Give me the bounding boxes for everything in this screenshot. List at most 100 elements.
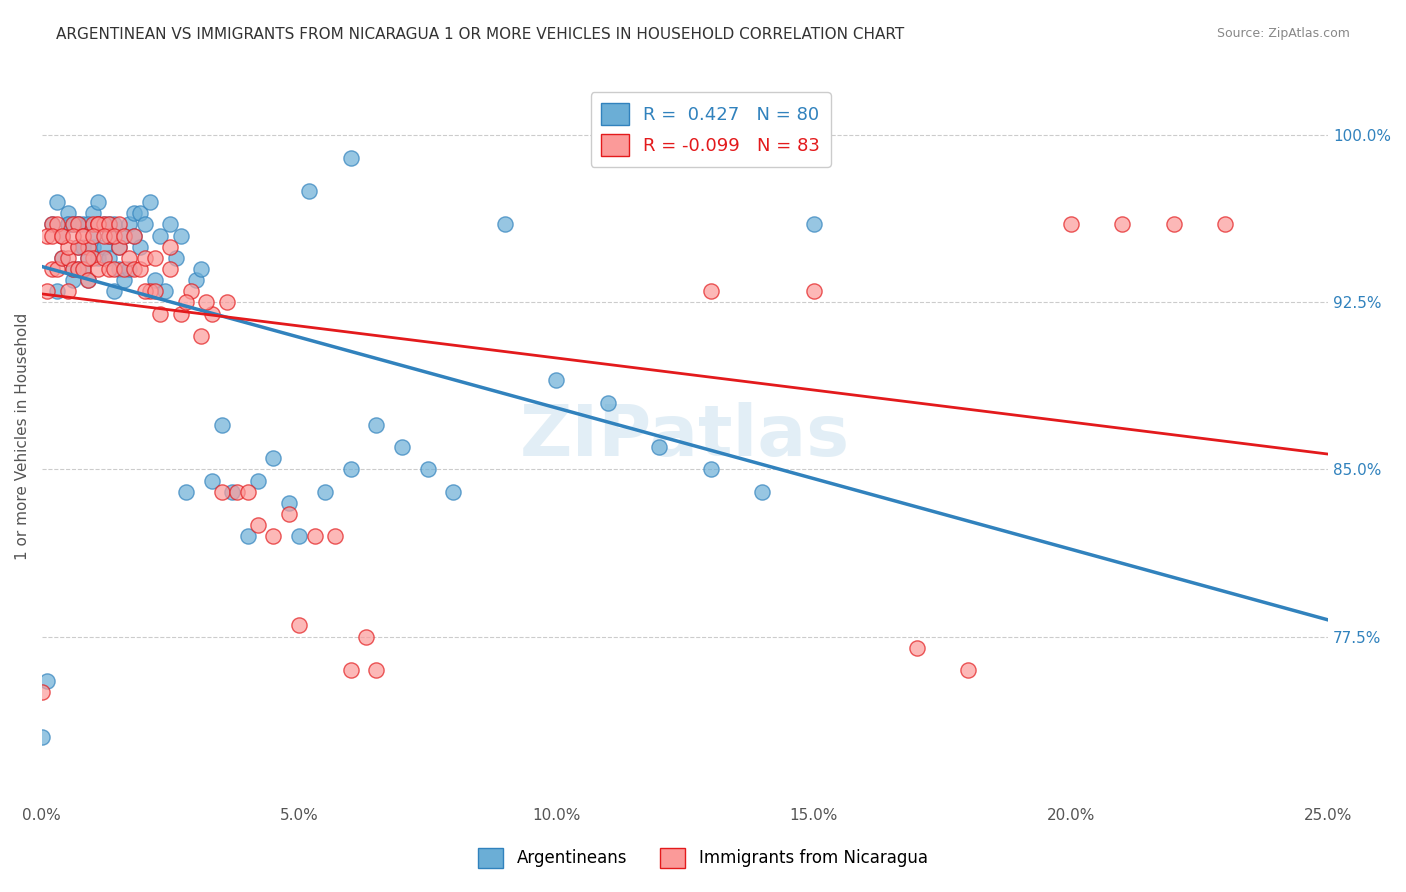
Point (87, 218, 110, 232)
Point (1111, 218, 1133, 232)
Point (66, 262, 89, 277)
Point (87, 218, 110, 232)
Point (277, 496, 299, 510)
Point (180, 285, 202, 299)
Point (751, 484, 773, 499)
Point (97, 262, 120, 277)
Point (699, 285, 721, 299)
Point (128, 206, 150, 220)
Point (77, 251, 100, 265)
Point (339, 462, 361, 476)
Point (170, 307, 193, 321)
Point (699, 462, 721, 476)
Point (108, 262, 131, 277)
Point (93, 240, 115, 254)
Point (170, 228, 193, 243)
Point (51, 251, 73, 265)
Point (112, 273, 135, 287)
Point (103, 218, 125, 232)
Legend: Argentineans, Immigrants from Nicaragua: Argentineans, Immigrants from Nicaragua (471, 841, 935, 875)
Point (124, 228, 146, 243)
Point (93, 218, 115, 232)
Point (62, 228, 84, 243)
Point (72, 240, 94, 254)
Point (165, 251, 187, 265)
Point (803, 218, 825, 232)
Point (56, 218, 79, 232)
Point (72, 262, 94, 277)
Point (174, 295, 197, 310)
Text: Source: ZipAtlas.com: Source: ZipAtlas.com (1216, 27, 1350, 40)
Point (314, 484, 336, 499)
Point (159, 240, 181, 254)
Text: ZIPatlas: ZIPatlas (520, 401, 851, 471)
Point (72, 218, 94, 232)
Point (200, 474, 222, 488)
Point (56, 218, 79, 232)
Point (35, 228, 58, 243)
Point (93, 228, 115, 243)
Point (143, 251, 166, 265)
Point (288, 618, 311, 632)
Point (112, 262, 135, 277)
Point (124, 206, 146, 220)
Point (494, 218, 516, 232)
Point (82, 251, 104, 265)
Point (62, 262, 84, 277)
Point (108, 240, 131, 254)
Point (51, 228, 73, 243)
Point (72, 228, 94, 243)
Point (31, 730, 53, 744)
Point (134, 251, 156, 265)
Point (35, 285, 58, 299)
Point (134, 218, 156, 232)
Point (108, 218, 131, 232)
Point (128, 240, 150, 254)
Point (103, 228, 125, 243)
Point (31, 685, 53, 699)
Point (190, 262, 212, 277)
Point (1213, 218, 1236, 232)
Point (246, 474, 269, 488)
Point (41, 228, 63, 243)
Point (366, 663, 388, 677)
Point (41, 262, 63, 277)
Point (103, 262, 125, 277)
Point (62, 262, 84, 277)
Point (56, 251, 79, 265)
Point (97, 218, 120, 232)
Point (149, 307, 172, 321)
Point (51, 228, 73, 243)
Point (190, 328, 212, 343)
Point (62, 218, 84, 232)
Point (143, 273, 166, 287)
Point (139, 285, 162, 299)
Point (66, 262, 89, 277)
Point (82, 218, 104, 232)
Point (93, 251, 115, 265)
Point (66, 218, 89, 232)
Point (174, 484, 197, 499)
Point (66, 218, 89, 232)
Point (87, 195, 110, 210)
Point (128, 262, 150, 277)
Point (66, 218, 89, 232)
Point (62, 218, 84, 232)
Point (118, 218, 141, 232)
Point (546, 373, 568, 387)
Point (87, 218, 110, 232)
Point (77, 273, 100, 287)
Point (416, 462, 439, 476)
Point (72, 228, 94, 243)
Point (354, 630, 377, 644)
Point (262, 529, 284, 543)
Point (103, 285, 125, 299)
Point (66, 240, 89, 254)
Point (97, 218, 120, 232)
Point (87, 262, 110, 277)
Point (46, 218, 69, 232)
Point (82, 228, 104, 243)
Y-axis label: 1 or more Vehicles in Household: 1 or more Vehicles in Household (15, 312, 30, 559)
Point (82, 206, 104, 220)
Point (62, 273, 84, 287)
